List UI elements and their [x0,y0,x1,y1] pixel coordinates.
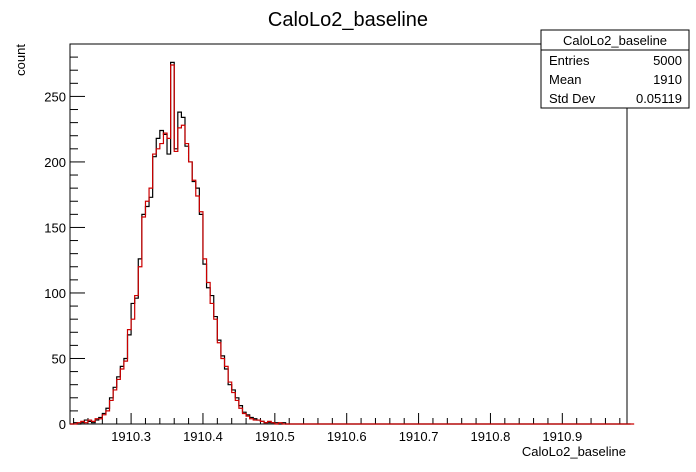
y-tick-label: 150 [44,220,66,235]
histogram-red-series [70,64,635,425]
stats-mean-value: 1910 [653,72,682,87]
stats-entries-value: 5000 [653,53,682,68]
x-tick-label: 1910.5 [255,429,295,444]
y-tick-label: 250 [44,89,66,104]
stats-entries-label: Entries [549,53,590,68]
y-tick-label: 0 [59,417,66,432]
x-tick-label: 1910.6 [327,429,367,444]
stats-box-title: CaloLo2_baseline [563,33,667,48]
y-tick-label: 50 [52,351,66,366]
x-tick-label: 1910.9 [542,429,582,444]
x-tick-label: 1910.4 [183,429,223,444]
stats-stddev-value: 0.05119 [636,91,682,106]
y-tick-label: 100 [44,286,66,301]
y-axis-label: count [13,44,28,76]
stats-stddev-label: Std Dev [549,91,596,106]
y-axis: 0 50 100 150 200 250 [44,56,85,432]
x-tick-label: 1910.3 [111,429,151,444]
series-layer [70,61,635,425]
x-tick-label: 1910.8 [471,429,511,444]
y-tick-label: 200 [44,155,66,170]
stats-mean-label: Mean [549,72,582,87]
x-axis: 1910.3 1910.4 1910.5 1910.6 1910.7 1910.8 1910… [73,413,621,444]
x-tick-label: 1910.7 [399,429,439,444]
stats-box-frame [540,29,690,109]
chart-title: CaloLo2_baseline [268,9,428,31]
x-axis-label: CaloLo2_baseline [522,444,626,459]
stats-box: CaloLo2_baseline Entries 5000 Mean 1910 … [540,29,690,109]
histogram-black-series [70,61,631,425]
